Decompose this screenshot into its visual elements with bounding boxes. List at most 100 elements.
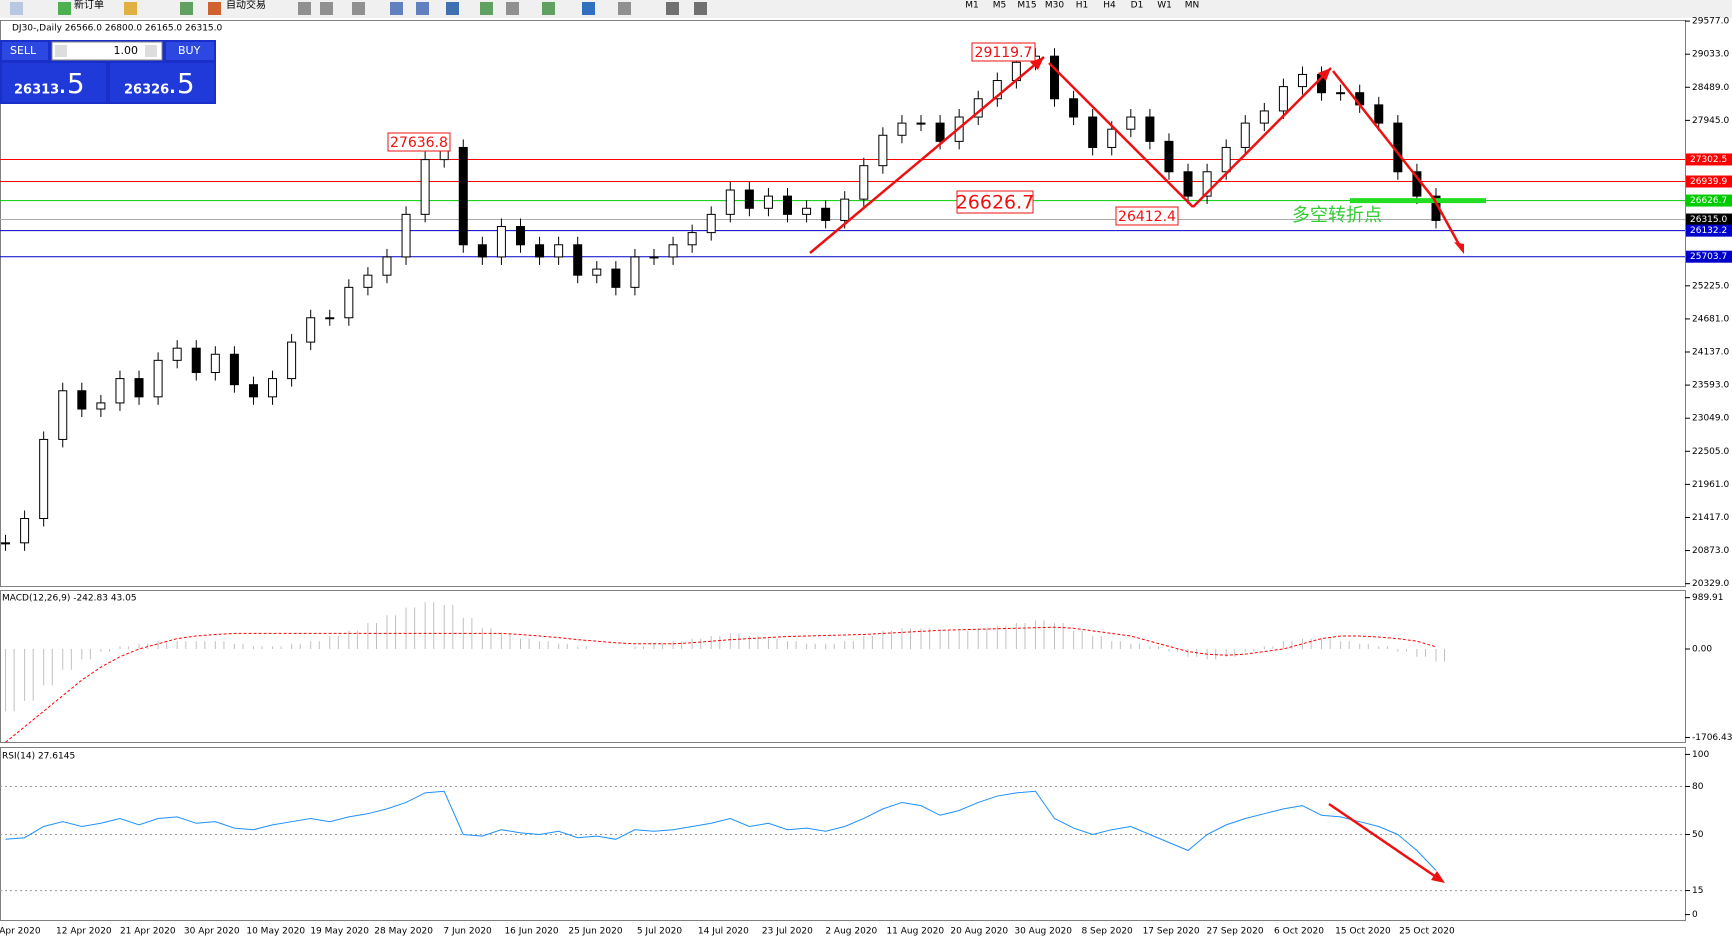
x-tick-label: 12 Apr 2020: [56, 927, 112, 937]
indicator-title: RSI(14) 27.6145: [2, 752, 75, 762]
candle-body: [268, 378, 278, 398]
ask-main[interactable]: 26326: [124, 83, 169, 98]
ask-frac[interactable]: .5: [168, 67, 195, 100]
candle-body: [1202, 171, 1212, 197]
icon[interactable]: [446, 2, 459, 15]
candle-body: [325, 317, 335, 320]
icon[interactable]: [352, 2, 365, 15]
candle-body: [191, 347, 201, 374]
y-tick-label: 23593.0: [1692, 381, 1729, 391]
price-annotation-box: [387, 132, 451, 152]
timeframe[interactable]: MN: [1185, 1, 1200, 11]
icon[interactable]: [416, 2, 429, 15]
icon[interactable]: [618, 2, 631, 15]
icon[interactable]: [582, 2, 595, 15]
icon[interactable]: [124, 2, 137, 15]
auto-trading[interactable]: 自动交易: [226, 0, 266, 11]
volume-input[interactable]: [51, 41, 163, 61]
candle-body: [134, 378, 144, 398]
candle-body: [878, 134, 888, 167]
timeframe[interactable]: D1: [1131, 1, 1144, 11]
price-annotation: 26626.7: [956, 192, 1035, 214]
x-tick-label: 30 Apr 2020: [184, 927, 240, 937]
icon[interactable]: [666, 2, 679, 15]
chart-title: DJ30-,Daily 26566.0 26800.0 26165.0 2631…: [12, 24, 223, 34]
timeframe[interactable]: M5: [993, 1, 1007, 11]
y-tick-label: 15: [1692, 886, 1703, 896]
timeframe[interactable]: M1: [965, 1, 979, 11]
price-annotation: 27636.8: [390, 135, 448, 151]
candle-body: [687, 232, 697, 246]
icon[interactable]: [506, 2, 519, 15]
level-box: [1686, 153, 1732, 166]
arrow: [1048, 62, 1194, 208]
buy-button[interactable]: [166, 42, 214, 60]
level-box: [1686, 250, 1732, 263]
icon[interactable]: [480, 2, 493, 15]
x-tick-label: 25 Oct 2020: [1399, 927, 1455, 937]
bid-box[interactable]: [2, 63, 106, 102]
timeframe[interactable]: W1: [1157, 1, 1172, 11]
candle-body: [77, 390, 87, 410]
ask-box[interactable]: [110, 63, 214, 102]
x-tick-label: 8 Sep 2020: [1081, 927, 1133, 937]
candle-body: [172, 347, 182, 361]
x-tick-label: 7 Jun 2020: [443, 927, 492, 937]
candle-body: [897, 122, 907, 136]
turn-label: 多空转折点: [1292, 205, 1382, 226]
level-label: 27302.5: [1690, 155, 1727, 165]
arrow-heads: [1030, 57, 1464, 883]
x-tick-label: 17 Sep 2020: [1143, 927, 1200, 937]
toolbar: 新订单 自动交易 M1 M5 M15 M30 H1 H4 D1 W1 MN: [0, 0, 1732, 18]
icon[interactable]: [390, 2, 403, 15]
candle-body: [611, 268, 621, 288]
timeframe[interactable]: H4: [1103, 1, 1116, 11]
price-annotation: 26412.4: [1118, 209, 1176, 225]
timeframe[interactable]: H1: [1076, 1, 1089, 11]
x-tick-label: 6 Oct 2020: [1274, 927, 1324, 937]
x-tick-label: 5 Jul 2020: [637, 927, 682, 937]
bid-main[interactable]: 26313: [14, 83, 59, 98]
icon[interactable]: [180, 2, 193, 15]
sell-label[interactable]: SELL: [10, 44, 37, 57]
bid-frac[interactable]: .5: [58, 67, 85, 100]
timeframe[interactable]: M30: [1045, 1, 1064, 11]
candle-body: [1050, 55, 1060, 100]
sell-button[interactable]: [2, 42, 48, 60]
volume-spin[interactable]: [145, 45, 157, 57]
volume-spin[interactable]: [55, 45, 67, 57]
y-tick-label: 28489.0: [1692, 83, 1729, 93]
icon[interactable]: [694, 2, 707, 15]
timeframes: M1 M5 M15 M30 H1 H4 D1 W1 MN: [965, 1, 1199, 11]
y-tick-label: 29577.0: [1692, 17, 1729, 27]
candle-body: [58, 390, 68, 440]
candle-body: [763, 195, 773, 209]
volume[interactable]: 1.00: [114, 44, 139, 57]
y-tick-label: 23049.0: [1692, 414, 1729, 424]
arrow: [1328, 802, 1443, 883]
x-tick-label: 11 Aug 2020: [886, 927, 944, 937]
candle-body: [1183, 171, 1193, 197]
candle-body: [1, 542, 11, 545]
buy-label[interactable]: BUY: [178, 44, 201, 57]
icon[interactable]: [542, 2, 555, 15]
arrow-head: [1030, 57, 1044, 70]
arrow: [1332, 70, 1464, 251]
arrow-head: [1318, 68, 1331, 81]
icon[interactable]: [10, 2, 23, 15]
timeframe[interactable]: M15: [1017, 1, 1036, 11]
level-label: 26132.2: [1690, 226, 1727, 236]
y-tick-label: 22505.0: [1692, 447, 1729, 457]
icon[interactable]: [58, 2, 71, 15]
icon[interactable]: [208, 2, 221, 15]
icon[interactable]: [320, 2, 333, 15]
icon[interactable]: [298, 2, 311, 15]
candle-body: [248, 384, 258, 398]
candle-body: [1336, 92, 1346, 95]
x-tick-label: 28 May 2020: [374, 927, 433, 937]
new-order[interactable]: 新订单: [74, 0, 104, 11]
candle-body: [458, 146, 468, 246]
candle-body: [535, 244, 545, 258]
y-tick-label: -1706.43: [1692, 733, 1732, 743]
